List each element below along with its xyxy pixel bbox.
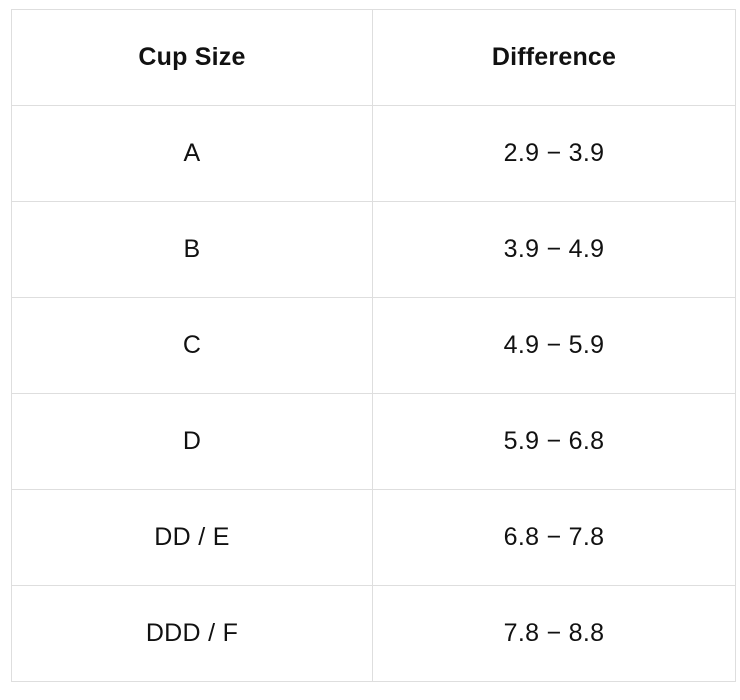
cup-size-table-container: Cup Size Difference A 2.9 − 3.9 B 3.9 − … — [11, 9, 736, 682]
table-row: C 4.9 − 5.9 — [11, 297, 736, 394]
cup-size-table: Cup Size Difference A 2.9 − 3.9 B 3.9 − … — [11, 9, 736, 682]
table-row: D 5.9 − 6.8 — [11, 393, 736, 490]
cup-size-cell: A — [11, 105, 373, 202]
table-row: DD / E 6.8 − 7.8 — [11, 489, 736, 586]
cup-size-cell: DDD / F — [11, 585, 373, 682]
difference-cell: 2.9 − 3.9 — [372, 105, 736, 202]
table-row: A 2.9 − 3.9 — [11, 105, 736, 202]
difference-cell: 5.9 − 6.8 — [372, 393, 736, 490]
cup-size-cell: C — [11, 297, 373, 394]
cup-size-cell: B — [11, 201, 373, 298]
difference-cell: 7.8 − 8.8 — [372, 585, 736, 682]
table-row: DDD / F 7.8 − 8.8 — [11, 585, 736, 682]
difference-cell: 4.9 − 5.9 — [372, 297, 736, 394]
table-row: B 3.9 − 4.9 — [11, 201, 736, 298]
cup-size-cell: DD / E — [11, 489, 373, 586]
table-header-row: Cup Size Difference — [11, 9, 736, 106]
column-header-cup-size: Cup Size — [11, 9, 373, 106]
cup-size-cell: D — [11, 393, 373, 490]
column-header-difference: Difference — [372, 9, 736, 106]
difference-cell: 3.9 − 4.9 — [372, 201, 736, 298]
difference-cell: 6.8 − 7.8 — [372, 489, 736, 586]
